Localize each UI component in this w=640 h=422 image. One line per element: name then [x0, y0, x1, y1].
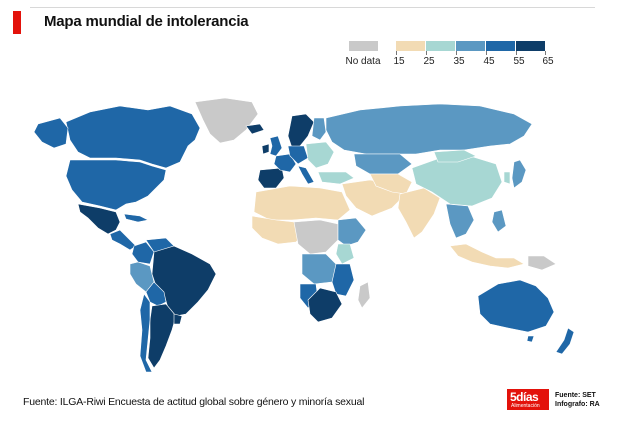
- legend-tick-label-35: 35: [453, 56, 465, 67]
- region-west-africa: [251, 215, 307, 245]
- region-finland: [311, 117, 327, 141]
- region-madagascar: [357, 281, 371, 309]
- region-western-europe: [287, 145, 309, 165]
- legend-swatch-15-25: [396, 41, 425, 51]
- region-southeast-asia: [445, 203, 475, 239]
- map-legend: No data 15 25 35 45 55 65: [340, 41, 570, 71]
- region-russia: [325, 103, 533, 155]
- region-uruguay: [173, 313, 183, 325]
- legend-label-nodata: No data: [345, 56, 381, 67]
- legend-tick: [456, 51, 457, 55]
- region-uk: [269, 135, 283, 157]
- region-eastern-europe: [305, 141, 335, 169]
- legend-tick: [516, 51, 517, 55]
- region-kazakhstan: [353, 153, 413, 175]
- region-central-africa: [293, 219, 339, 255]
- page-title: Mapa mundial de intolerancia: [44, 13, 249, 30]
- legend-swatch-25-35: [426, 41, 455, 51]
- region-caribbean: [123, 213, 149, 223]
- legend-swatch-35-45: [456, 41, 485, 51]
- region-mexico: [77, 203, 121, 235]
- title-accent-bar: [13, 11, 21, 34]
- region-usa: [65, 159, 167, 211]
- region-chile: [139, 293, 153, 373]
- region-scandinavia: [287, 113, 315, 149]
- credit-source: Fuente: SET: [555, 392, 596, 399]
- region-mongolia: [433, 149, 477, 163]
- region-korea: [503, 171, 511, 185]
- region-usa-alaska: [33, 117, 69, 149]
- legend-tick-label-25: 25: [423, 56, 435, 67]
- legend-tick: [426, 51, 427, 55]
- region-canada: [65, 105, 201, 169]
- world-choropleth-map: [33, 97, 575, 373]
- region-turkey: [317, 171, 355, 185]
- legend-tick-label-55: 55: [513, 56, 525, 67]
- region-north-africa: [253, 185, 351, 221]
- region-kenya: [335, 243, 355, 265]
- top-rule: [30, 7, 595, 8]
- region-philippines: [491, 209, 507, 233]
- region-papua: [527, 255, 557, 271]
- legend-swatch-45-55: [486, 41, 515, 51]
- region-tasmania: [526, 335, 535, 343]
- legend-swatch-nodata: [349, 41, 378, 51]
- legend-tick: [396, 51, 397, 55]
- region-australia: [477, 279, 555, 333]
- region-italy: [297, 165, 315, 185]
- credits: Fuente: SET Infografo: RA: [555, 391, 600, 409]
- region-japan: [511, 159, 527, 189]
- legend-tick: [486, 51, 487, 55]
- region-iceland: [245, 123, 265, 135]
- region-india: [397, 187, 441, 239]
- region-argentina: [147, 303, 177, 369]
- region-colombia: [131, 241, 155, 265]
- region-iberia: [257, 167, 285, 189]
- region-ireland: [261, 143, 270, 155]
- legend-tick-label-15: 15: [393, 56, 405, 67]
- source-note: Fuente: ILGA-Riwi Encuesta de actitud gl…: [23, 396, 365, 408]
- logo-wordmark: 5días: [510, 390, 539, 404]
- credit-graphic: Infografo: RA: [555, 401, 600, 408]
- publisher-logo: 5días Alimentación: [507, 389, 549, 410]
- region-central-america: [109, 229, 137, 251]
- logo-subtitle: Alimentación: [511, 403, 540, 409]
- region-greenland: [194, 97, 259, 144]
- region-south-africa: [307, 287, 343, 323]
- legend-tick: [545, 51, 546, 55]
- legend-tick-label-45: 45: [483, 56, 495, 67]
- region-new-zealand: [555, 327, 575, 355]
- legend-swatch-55-65: [516, 41, 545, 51]
- region-mozambique: [331, 263, 355, 297]
- legend-tick-label-65: 65: [542, 56, 554, 67]
- region-east-africa: [337, 217, 367, 247]
- region-indonesia: [449, 243, 525, 269]
